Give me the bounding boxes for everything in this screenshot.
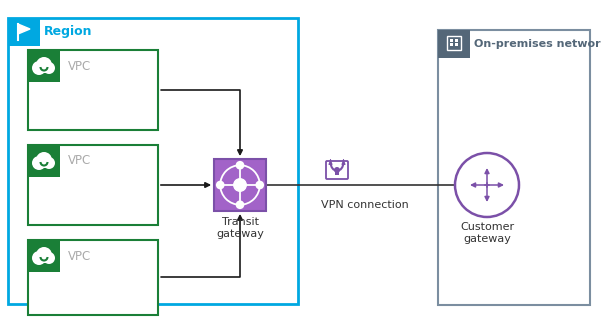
Bar (455, 39, 458, 42)
Text: VPC: VPC (68, 249, 91, 263)
Circle shape (236, 200, 245, 209)
Bar (40, 67, 48, 73)
Text: On-premises network: On-premises network (474, 39, 601, 49)
Bar (8, 18, 40, 46)
Circle shape (32, 251, 46, 265)
Circle shape (255, 181, 264, 189)
FancyBboxPatch shape (326, 161, 348, 179)
Bar (40, 162, 48, 168)
Polygon shape (18, 24, 30, 34)
Bar (28, 50, 158, 130)
Bar (450, 39, 453, 42)
Circle shape (32, 61, 46, 75)
Circle shape (32, 156, 46, 170)
Circle shape (455, 153, 519, 217)
Bar (335, 170, 339, 175)
Bar (438, 30, 470, 58)
Text: Region: Region (44, 25, 93, 39)
Circle shape (43, 252, 55, 264)
Bar (28, 145, 60, 177)
Text: VPC: VPC (68, 59, 91, 73)
Bar (8, 18, 298, 304)
Bar (28, 240, 158, 315)
Bar (438, 30, 590, 305)
Circle shape (43, 62, 55, 74)
Text: VPN connection: VPN connection (321, 200, 409, 210)
Bar (455, 43, 458, 46)
Bar (214, 159, 266, 211)
Circle shape (236, 161, 245, 169)
Bar (450, 43, 453, 46)
Bar (28, 145, 158, 225)
Circle shape (43, 157, 55, 169)
Text: VPC: VPC (68, 154, 91, 168)
Bar (40, 257, 48, 263)
Text: Customer
gateway: Customer gateway (460, 222, 514, 244)
Circle shape (334, 167, 340, 173)
Circle shape (36, 152, 52, 168)
Text: Transit
gateway: Transit gateway (216, 217, 264, 239)
Bar (28, 50, 60, 82)
Bar (28, 240, 60, 272)
Circle shape (36, 247, 52, 263)
Circle shape (216, 181, 225, 189)
Circle shape (36, 57, 52, 73)
Circle shape (234, 179, 246, 191)
Bar (447, 36, 461, 50)
